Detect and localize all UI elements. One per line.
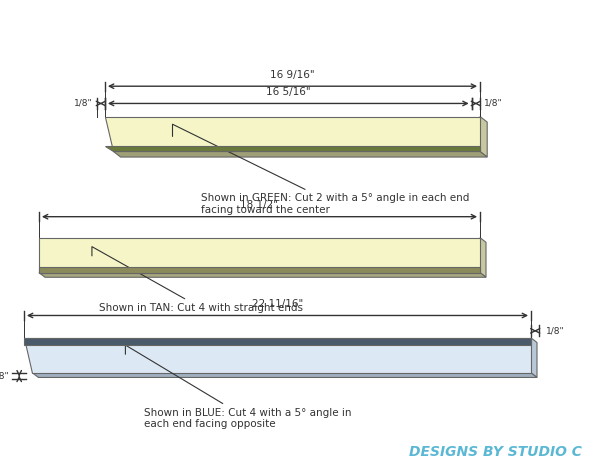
- Text: 18 1/2": 18 1/2": [241, 200, 278, 210]
- Text: DESIGNS BY STUDIO C: DESIGNS BY STUDIO C: [409, 445, 582, 459]
- Text: 16 5/16": 16 5/16": [266, 87, 311, 97]
- Polygon shape: [105, 146, 480, 151]
- Polygon shape: [480, 116, 487, 157]
- Text: 1/8": 1/8": [74, 99, 93, 108]
- Bar: [39, 238, 480, 273]
- Text: 22 11/16": 22 11/16": [252, 299, 303, 309]
- Polygon shape: [105, 116, 480, 151]
- Text: Shown in GREEN: Cut 2 with a 5° angle in each end
facing toward the center: Shown in GREEN: Cut 2 with a 5° angle in…: [173, 124, 469, 215]
- Text: Shown in BLUE: Cut 4 with a 5° angle in
each end facing opposite: Shown in BLUE: Cut 4 with a 5° angle in …: [125, 345, 352, 429]
- Polygon shape: [480, 238, 486, 277]
- Polygon shape: [531, 338, 537, 377]
- Bar: [39, 267, 480, 273]
- Text: Shown in TAN: Cut 4 with straight ends: Shown in TAN: Cut 4 with straight ends: [92, 247, 303, 313]
- Text: 1/8": 1/8": [484, 99, 503, 108]
- Polygon shape: [24, 338, 531, 373]
- Text: 1/8": 1/8": [0, 371, 10, 381]
- Polygon shape: [39, 273, 486, 277]
- Polygon shape: [113, 151, 487, 157]
- Polygon shape: [24, 338, 531, 345]
- Polygon shape: [32, 373, 537, 377]
- Text: 16 9/16": 16 9/16": [270, 69, 315, 80]
- Text: 1/8": 1/8": [545, 326, 565, 336]
